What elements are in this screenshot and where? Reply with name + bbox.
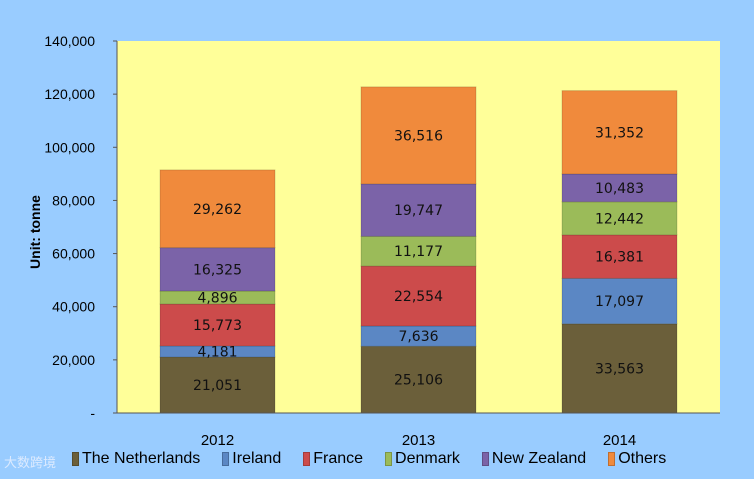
bar-segment: [561, 173, 678, 203]
data-label: 29,262: [193, 202, 242, 218]
legend-swatch: [222, 452, 230, 466]
x-tick-label: 2014: [603, 432, 636, 449]
y-tick-label: 80,000: [52, 192, 95, 208]
bar-segment: [159, 169, 276, 249]
data-label: 21,051: [193, 378, 242, 394]
data-label: 4,896: [197, 291, 237, 307]
bar-segment: [360, 86, 477, 185]
bar-segment: [159, 345, 276, 358]
y-tick-label: 120,000: [44, 86, 95, 102]
data-label: 31,352: [595, 125, 644, 141]
y-tick-label: 140,000: [44, 33, 95, 49]
data-label: 19,747: [394, 203, 443, 219]
legend-label: New Zealand: [491, 450, 587, 467]
bar-segment: [561, 234, 678, 279]
data-label: 4,181: [197, 345, 237, 361]
y-tick-label: 20,000: [52, 352, 95, 368]
y-tick-label: -: [90, 405, 95, 421]
bar-segment: [360, 345, 477, 414]
watermark: 大数跨境: [4, 456, 57, 471]
data-label: 16,381: [595, 250, 644, 266]
bar-segment: [360, 183, 477, 237]
legend-item: Ireland: [222, 450, 281, 468]
legend-item: Others: [608, 450, 666, 468]
bar-segment: [159, 356, 276, 414]
legend-item: The Netherlands: [72, 450, 200, 468]
bar-segment: [360, 235, 477, 267]
bars: 21,051 4,181 15,773 4,896 16,325 29,262 25,106…: [159, 86, 678, 414]
legend-swatch: [303, 452, 311, 466]
y-tick-label: 40,000: [52, 299, 95, 315]
legend-label: Denmark: [395, 450, 460, 467]
data-label: 17,097: [595, 294, 644, 310]
y-axis-label: Unit: tonne: [27, 195, 43, 269]
legend-swatch: [72, 452, 79, 466]
y-tick-label: 60,000: [52, 246, 95, 262]
bar-segment: [159, 247, 276, 292]
legend-label: The Netherlands: [82, 450, 201, 467]
data-label: 22,554: [394, 289, 443, 305]
legend-swatch: [481, 452, 489, 466]
bar-segment: [561, 90, 678, 175]
legend-item: France: [303, 450, 363, 468]
legend-swatch: [385, 452, 393, 466]
data-label: 11,177: [394, 244, 443, 260]
legend: The Netherlands Ireland France Denmark New Z…: [72, 450, 666, 468]
stacked-bar-chart: - 20,000 40,000 60,000 80,000 100,000 120,000 1…: [27, 33, 720, 449]
data-label: 10,483: [595, 181, 644, 197]
bar-segment: [561, 323, 678, 414]
data-label: 7,636: [398, 329, 438, 345]
data-label: 36,516: [394, 128, 443, 144]
data-label: 25,106: [394, 373, 443, 389]
bar-segment: [159, 303, 276, 347]
legend-label: Ireland: [232, 450, 282, 467]
legend-item: Denmark: [385, 450, 460, 468]
bar-segment: [360, 265, 477, 327]
x-axis: 2012 2013 2014: [117, 412, 720, 449]
legend-swatch: [608, 452, 616, 466]
legend-label: Others: [618, 450, 667, 467]
bar-segment: [561, 277, 678, 325]
y-axis: - 20,000 40,000 60,000 80,000 100,000 120,000 1…: [44, 33, 118, 421]
legend-label: France: [313, 450, 364, 467]
data-label: 16,325: [193, 262, 242, 278]
data-label: 15,773: [193, 318, 242, 334]
legend-item: New Zealand: [481, 450, 587, 468]
x-tick-label: 2013: [402, 432, 435, 449]
y-tick-label: 100,000: [44, 139, 95, 155]
x-tick-label: 2012: [201, 432, 234, 449]
data-label: 12,442: [595, 211, 644, 227]
data-label: 33,563: [595, 361, 644, 377]
